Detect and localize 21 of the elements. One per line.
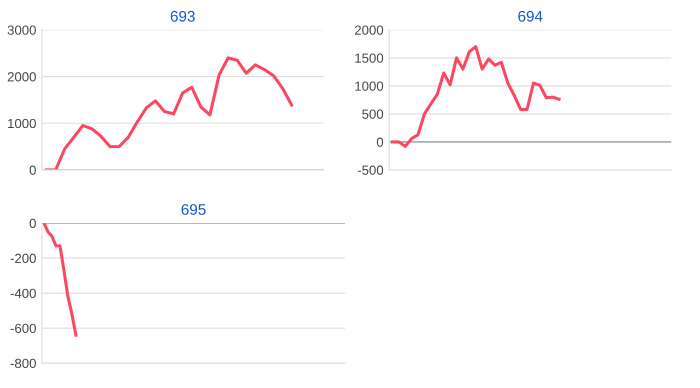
y-tick-label: -400 — [10, 288, 36, 298]
y-tick-label: -500 — [358, 166, 384, 175]
y-tick-label: 500 — [362, 109, 384, 119]
line-series — [45, 56, 294, 170]
y-tick-label: -200 — [10, 254, 36, 264]
y-tick-label: 1500 — [355, 53, 384, 63]
y-tick-label: 3000 — [8, 25, 36, 35]
y-tick-label: 2000 — [8, 72, 36, 82]
y-tick-label: 2000 — [354, 25, 384, 35]
y-tick-label: 1000 — [8, 118, 36, 128]
y-tick-label: 0 — [30, 166, 36, 175]
y-tick-label: -600 — [10, 324, 36, 334]
y-tick-label: 0 — [30, 218, 36, 228]
chart-title: 694 — [518, 10, 543, 22]
chart-title: 695 — [182, 204, 206, 215]
y-tick-label: 0 — [376, 138, 384, 147]
y-tick-label: -800 — [10, 358, 36, 368]
line-series — [42, 223, 78, 337]
line-series — [390, 45, 561, 148]
y-tick-label: 1000 — [355, 81, 384, 91]
chart-title: 693 — [170, 10, 195, 22]
